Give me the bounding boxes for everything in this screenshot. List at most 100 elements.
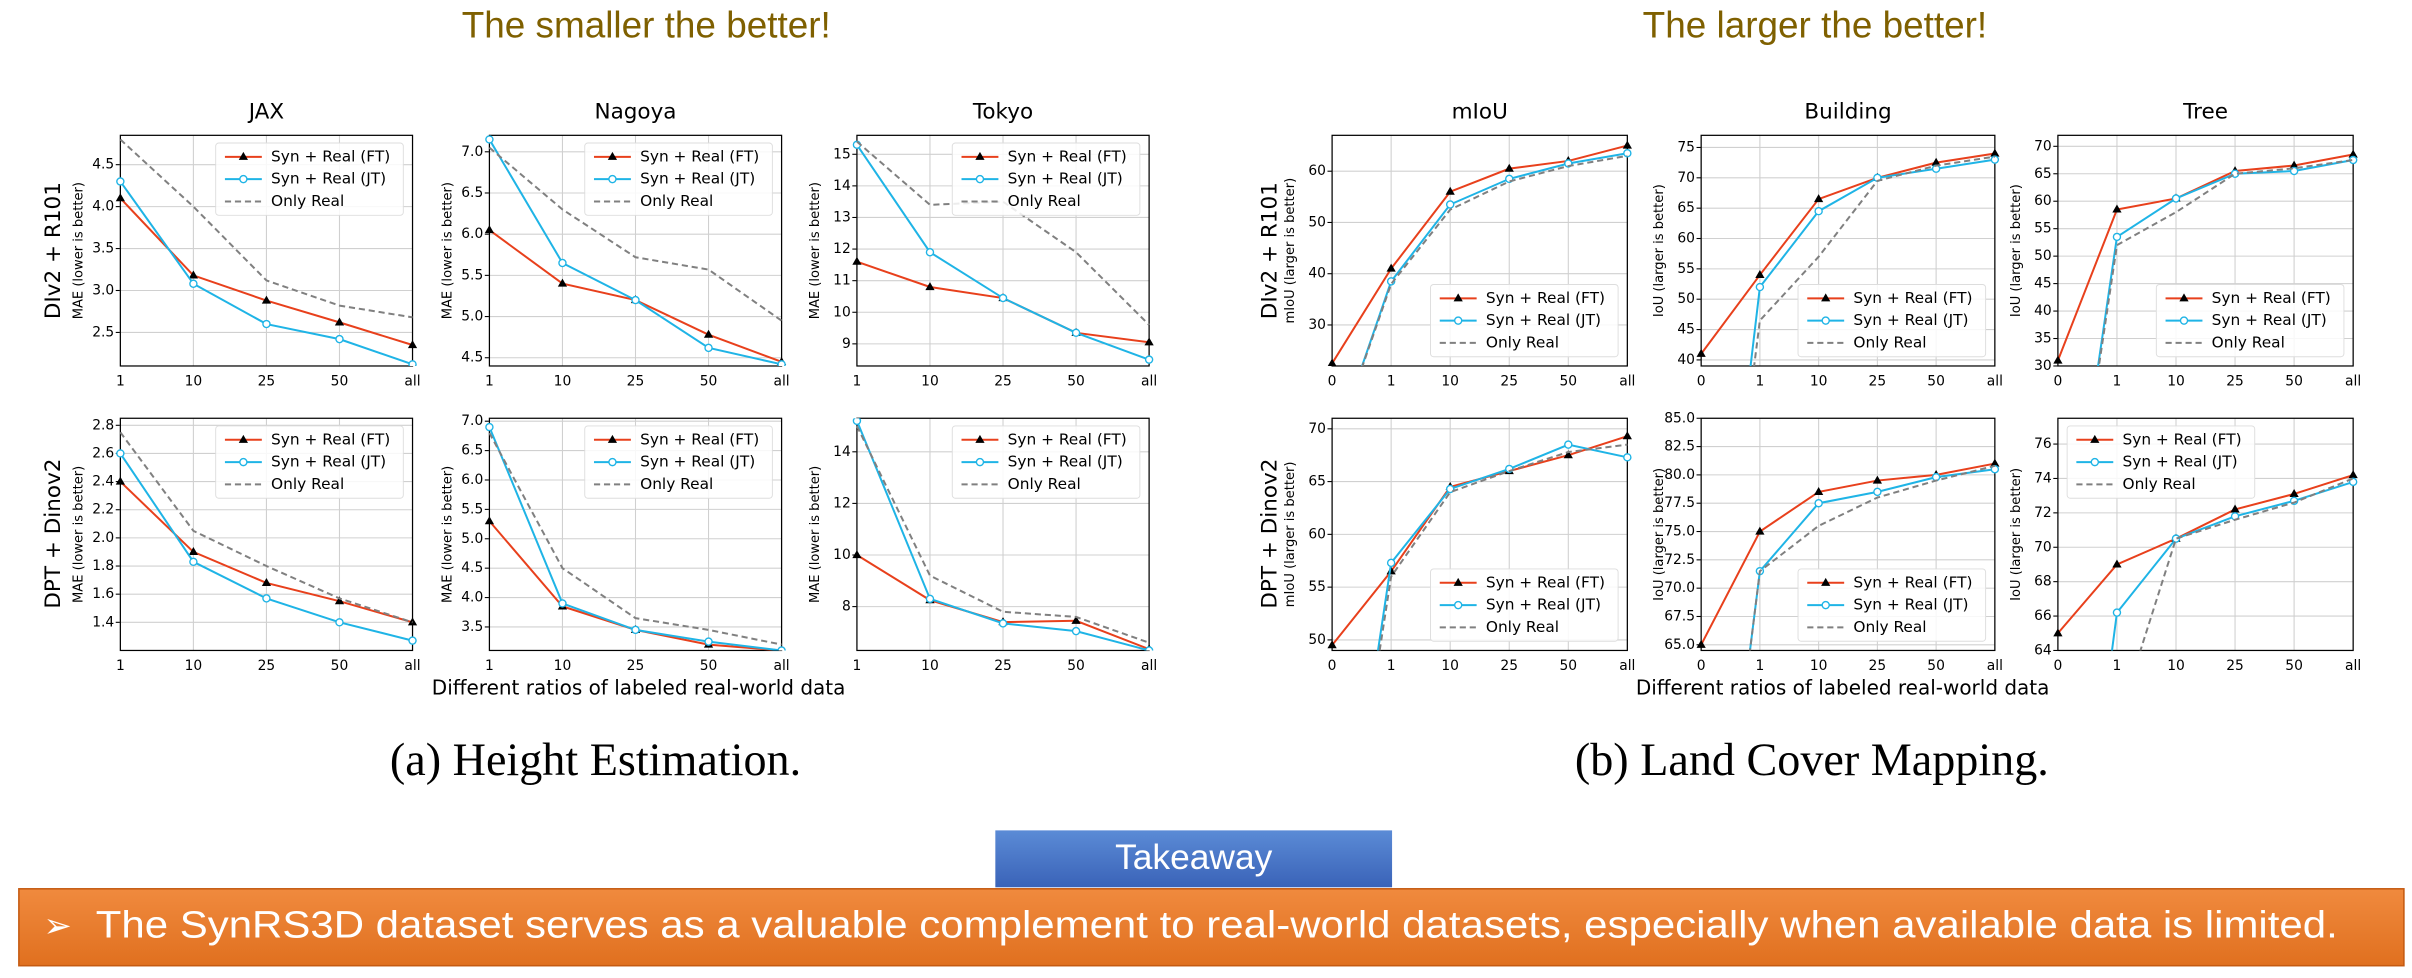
chart: 30 40 50 60 0 1 10 25 50 all mIoU mIoU (larger is b… [1283,99,1635,389]
series-line [119,431,413,624]
x-tick-label: 10 [1810,373,1828,389]
legend-marker [608,174,617,184]
y-tick-label: 74 [2034,470,2052,486]
point-marker [1872,475,1882,484]
x-tick-label: 25 [994,658,1012,674]
y-tick-label: 12 [833,241,851,257]
legend-marker [2090,434,2100,443]
chart-title: mIoU [1452,99,1508,124]
y-tick-label: 50 [2034,248,2052,264]
legend-marker [1821,293,1831,302]
x-tick-label: 25 [1869,658,1887,674]
x-tick-label: 1 [1387,658,1396,674]
point-marker [262,319,271,329]
chart-title: Tree [2182,99,2228,124]
y-tick-label: 3.0 [92,282,114,298]
series-line [2097,159,2354,366]
chart: 50 55 60 65 70 0 1 10 25 50 all mIoU (larger is bet… [1283,417,1635,674]
point-marker [1622,431,1632,440]
y-tick-label: 3.5 [461,619,483,635]
point-marker [1071,615,1081,624]
point-marker [925,282,935,291]
y-tick-label: 40 [1677,352,1695,368]
x-tick-label: 10 [554,658,572,674]
y-axis-label: MAE (lower is better) [440,466,455,603]
legend: Syn + Real (FT) Syn + Real (JT) Only Real [951,425,1141,499]
x-tick-label: 50 [1067,373,1085,389]
x-tick-label: 0 [1697,373,1706,389]
legend-marker [975,457,985,467]
legend-box [951,425,1141,499]
point-marker [1623,149,1632,158]
point-marker [2053,355,2063,364]
x-tick-label: 50 [331,658,349,674]
x-tick-label: 1 [116,373,125,389]
x-tick-label: 0 [1328,658,1337,674]
plot-frame [856,134,1150,367]
chart-title: Nagoya [594,99,676,124]
chart: 9 10 11 12 13 14 15 1 10 25 50 all Tokyo MAE (lower i… [808,99,1157,389]
x-tick-label: 10 [1810,658,1828,674]
point-marker [1990,148,2000,157]
plot-area [115,431,418,645]
point-marker [2289,489,2299,498]
legend-label: Only Real [1008,475,1081,493]
y-tick-label: 4.5 [92,157,114,173]
plot-area [1696,148,2000,366]
y-tick-label: 66 [2034,608,2052,624]
plot-frame [1331,134,1628,367]
series-line [2056,153,2354,361]
point-marker [1990,458,2000,467]
point-marker [484,516,495,525]
y-tick-label: 6.5 [461,185,483,201]
x-tick-label: 10 [1441,373,1459,389]
point-marker [1563,450,1573,459]
legend: Syn + Real (FT) Syn + Real (JT) Only Real [951,142,1141,216]
y-tick-label: 35 [2034,331,2052,347]
point-marker [115,193,125,202]
point-marker [1814,486,1824,495]
point-marker [998,619,1008,628]
point-marker [188,547,199,556]
legend-label: Only Real [1486,618,1559,636]
legend-label: Only Real [1853,333,1926,351]
series-line [1749,158,1996,366]
plot-area [115,138,418,366]
x-tick-label: 25 [1869,373,1887,389]
y-axis-label: MAE (lower is better) [71,182,86,319]
point-marker [335,618,344,627]
y-axis-label: IoU (larger is better) [1652,184,1667,317]
legend-label: Syn + Real (FT) [640,430,759,448]
y-tick-label: 3.5 [92,241,114,257]
x-tick-label: 50 [1559,373,1577,389]
y-tick-label: 14 [833,444,851,460]
point-marker [261,295,272,304]
point-marker [485,135,494,144]
x-tick-label: 25 [627,658,645,674]
y-tick-label: 1.8 [92,558,114,574]
y-tick-label: 85.0 [1664,410,1695,426]
series-line [1700,462,1996,646]
y-tick-label: 67.5 [1664,608,1695,624]
legend-marker [1821,577,1831,586]
x-tick-label: 25 [994,373,1012,389]
legend-marker [607,151,618,160]
y-tick-label: 65 [1677,200,1695,216]
x-axis-label: Different ratios of labeled real-world d… [1636,675,2050,699]
point-marker [262,594,271,603]
series-line [856,140,1150,326]
y-tick-label: 50 [1677,291,1695,307]
y-tick-label: 15 [833,146,851,162]
series-line [1748,464,1996,651]
x-tick-label: 25 [1500,658,1518,674]
x-tick-label: 25 [627,373,645,389]
point-marker [2112,559,2122,568]
plot-frame [1700,417,1996,652]
panel-header: The smaller the better! [462,4,831,45]
point-marker [777,360,786,366]
legend-label: Syn + Real (FT) [2212,289,2331,307]
legend-marker [238,151,248,160]
legend-label: Syn + Real (JT) [271,453,386,471]
x-tick-label: all [1987,373,2003,389]
x-tick-label: 1 [116,658,125,674]
